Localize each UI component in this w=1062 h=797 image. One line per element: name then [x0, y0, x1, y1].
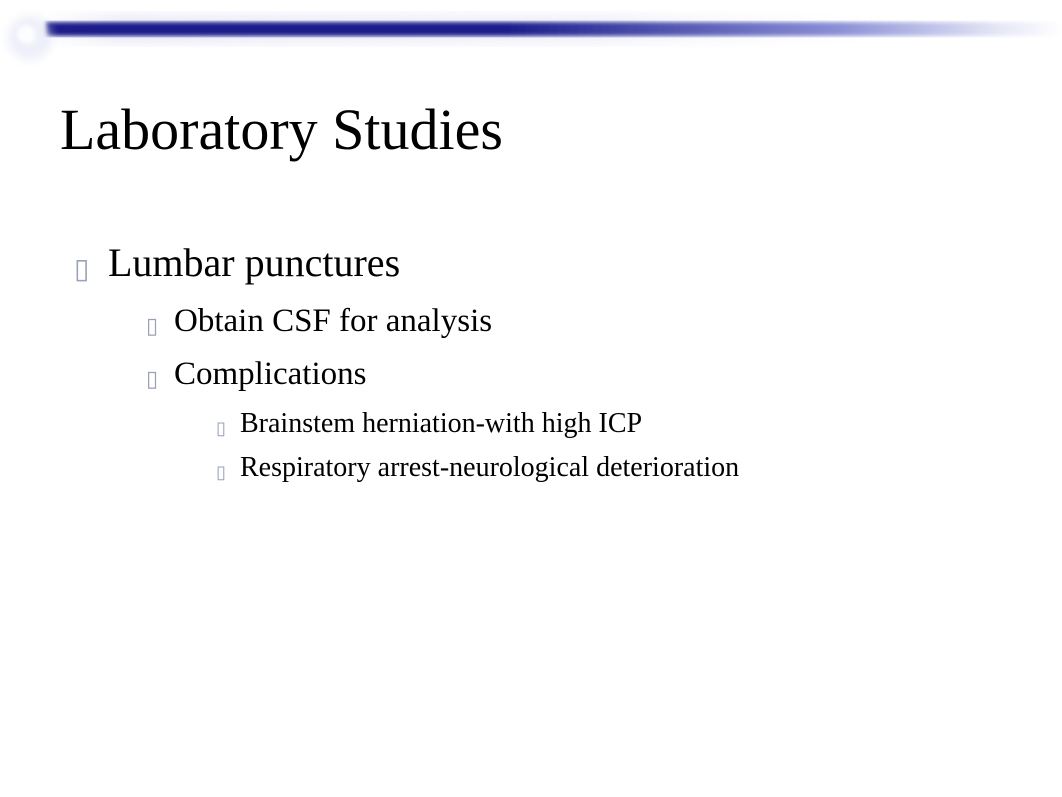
bullet-icon: ▯	[216, 463, 240, 481]
list-item-label: Lumbar punctures	[108, 238, 400, 288]
bullet-icon: ▯	[74, 256, 108, 284]
list-item-label: Obtain CSF for analysis	[174, 300, 492, 343]
list-item: ▯ Brainstem herniation-with high ICP	[216, 406, 1002, 442]
list-item: ▯ Respiratory arrest-neurological deteri…	[216, 450, 1002, 486]
slide-body: ▯ Lumbar punctures ▯ Obtain CSF for anal…	[74, 238, 1002, 501]
list-item-label: Brainstem herniation-with high ICP	[240, 406, 642, 442]
list-item-label: Respiratory arrest-neurological deterior…	[240, 450, 739, 486]
slide-title: Laboratory Studies	[60, 96, 503, 163]
slide: Laboratory Studies ▯ Lumbar punctures ▯ …	[0, 0, 1062, 797]
bullet-icon: ▯	[216, 419, 240, 437]
list-item: ▯ Complications ▯ Brainstem herniation-w…	[146, 353, 1002, 487]
bullet-icon: ▯	[146, 315, 174, 337]
list-item: ▯ Lumbar punctures ▯ Obtain CSF for anal…	[74, 238, 1002, 487]
list-item: ▯ Obtain CSF for analysis	[146, 300, 1002, 343]
header-banner	[0, 0, 1062, 66]
bullet-icon: ▯	[146, 368, 174, 390]
list-item-label: Complications	[174, 353, 367, 396]
